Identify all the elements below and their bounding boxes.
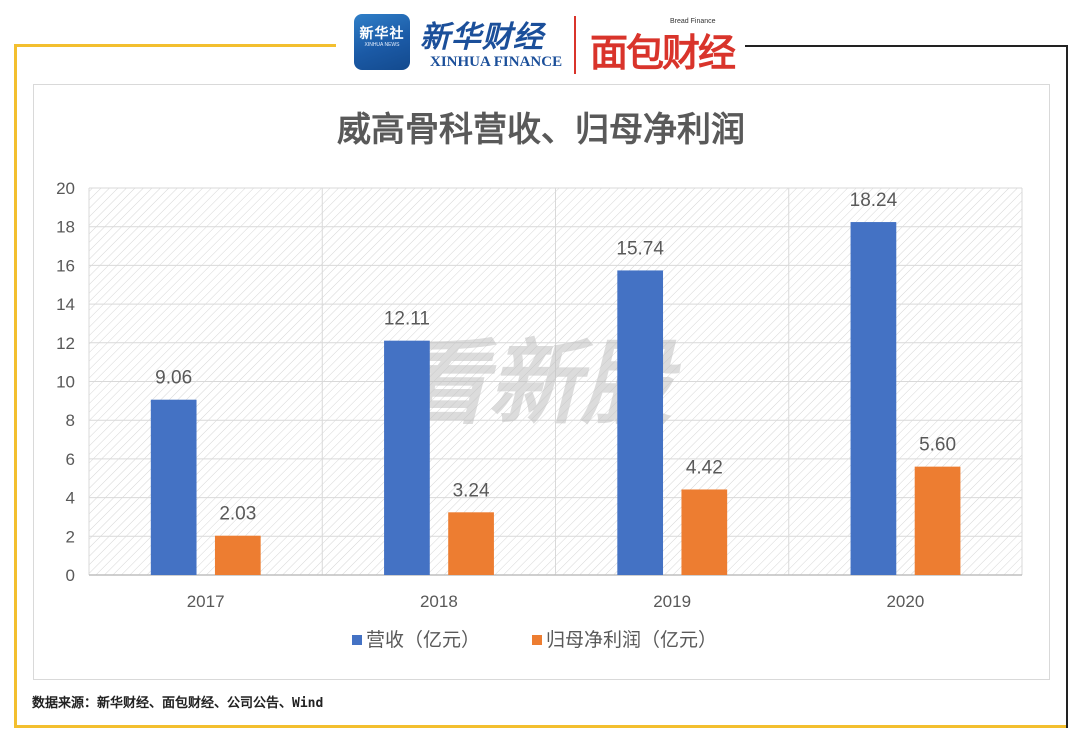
frame-border-left <box>14 44 17 728</box>
bar <box>914 466 961 575</box>
bars: 9.06 12.11 15.74 18.24 2.03 3.24 4.42 5.60 <box>150 190 961 575</box>
frame-border-top-right <box>745 45 1068 47</box>
frame-border-right <box>1066 45 1068 728</box>
data-label: 18.24 <box>850 190 898 211</box>
data-label: 15.74 <box>616 238 664 259</box>
header-logos: 新华社 XINHUA NEWS 新华财经 XINHUA FINANCE 面包财经… <box>350 8 742 76</box>
legend-label: 归母净利润（亿元） <box>546 629 717 651</box>
bread-finance-en: Bread Finance <box>670 18 716 25</box>
y-tick-label: 12 <box>56 334 75 353</box>
xinhua-badge-subtext: XINHUA NEWS <box>364 42 400 48</box>
chart-title: 威高骨科营收、归母净利润 <box>337 111 745 149</box>
legend-swatch <box>352 635 362 645</box>
legend: 营收（亿元） 归母净利润（亿元） <box>352 629 717 651</box>
data-label: 5.60 <box>919 435 956 456</box>
y-axis: 0 2 4 6 8 10 12 14 16 18 20 <box>56 179 75 585</box>
logo-divider <box>574 16 576 74</box>
x-tick-label: 2020 <box>886 592 924 611</box>
data-label: 12.11 <box>384 309 430 330</box>
y-tick-label: 18 <box>56 218 75 237</box>
y-tick-label: 4 <box>66 489 75 508</box>
frame-border-bottom <box>14 725 1068 728</box>
y-tick-label: 8 <box>66 411 75 430</box>
x-tick-label: 2017 <box>187 592 225 611</box>
data-label: 4.42 <box>686 457 723 478</box>
bread-finance-cn: 面包财经 <box>590 31 736 75</box>
bar <box>150 399 197 575</box>
bar <box>681 489 728 575</box>
y-tick-label: 2 <box>66 527 75 546</box>
x-tick-label: 2019 <box>653 592 691 611</box>
legend-label: 营收（亿元） <box>366 629 480 651</box>
data-label: 3.24 <box>453 480 490 501</box>
y-tick-label: 14 <box>56 295 75 314</box>
legend-swatch <box>532 635 542 645</box>
y-tick-label: 16 <box>56 256 75 275</box>
xinhua-badge-text: 新华社 <box>359 26 405 42</box>
x-axis: 2017 2018 2019 2020 <box>89 574 1022 611</box>
bar <box>448 512 494 575</box>
bar <box>384 340 430 575</box>
x-tick-label: 2018 <box>420 592 458 611</box>
bar <box>617 270 664 575</box>
bar <box>850 222 897 575</box>
y-tick-label: 20 <box>56 179 75 198</box>
y-tick-label: 0 <box>66 566 75 585</box>
xinhua-finance-cn: 新华财经 <box>420 20 544 55</box>
source-note: 数据来源：新华财经、面包财经、公司公告、Wind <box>32 696 324 711</box>
chart-container: 威高骨科营收、归母净利润 看新股 0 2 4 6 8 10 12 14 16 18 20 2017 2… <box>33 84 1050 680</box>
y-tick-label: 10 <box>56 373 75 392</box>
xinhua-news-logo: 新华社 XINHUA NEWS <box>354 14 410 70</box>
data-label: 2.03 <box>219 504 256 525</box>
frame-border-top <box>14 44 336 47</box>
xinhua-finance-en: XINHUA FINANCE <box>430 54 563 70</box>
bar <box>214 535 261 575</box>
data-label: 9.06 <box>155 368 192 389</box>
y-tick-label: 6 <box>66 450 75 469</box>
